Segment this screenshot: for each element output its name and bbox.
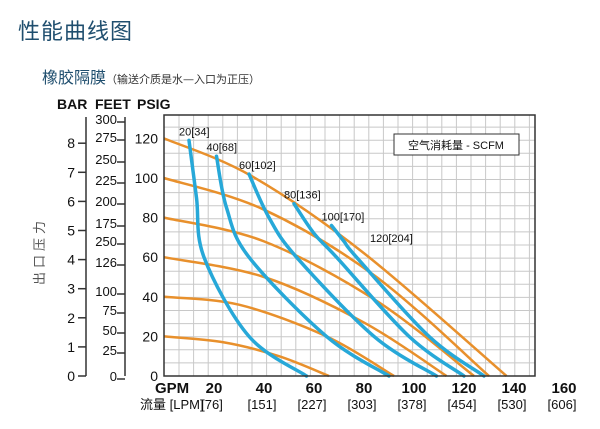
feet-tick-label: 250 [95, 152, 117, 167]
air-consumption-lines: 20[34] 40[68]60[102] 80[136]100[170] 120[20… [179, 126, 486, 378]
air-line-60[102] [247, 172, 439, 378]
bar-tick-label: 1 [67, 339, 75, 355]
legend-box [393, 133, 520, 156]
x-tick-label-gpm: 40 [256, 380, 273, 397]
subtitle-text: 橡胶隔膜 [42, 68, 107, 87]
feet-axis-header: FEET [95, 96, 131, 112]
left-axes: 0204060801001200123456783002752502252001… [67, 112, 158, 384]
psig-tick-label: 60 [142, 249, 158, 265]
feet-tick-label: 100 [95, 284, 117, 299]
x-unit-label: GPM [155, 380, 189, 397]
feet-tick-label: 0 [110, 369, 117, 384]
air-line-100[170] [329, 223, 486, 378]
feet-tick-label: 225 [95, 173, 117, 188]
x-tick-label-lpm: [530] [498, 397, 527, 412]
psig-tick-label: 20 [142, 328, 158, 344]
air-line-20[34] [187, 138, 309, 378]
feet-tick-label: 250 [95, 234, 117, 249]
legend: 空气消耗量 - SCFM [393, 133, 520, 156]
bar-tick-label: 3 [67, 281, 75, 297]
air-line-label: 20[34] [179, 126, 210, 138]
y-axis-label: 出口压力 [33, 217, 48, 285]
pressure-line-120psi [163, 137, 508, 377]
x-tick-label-gpm: 60 [306, 380, 323, 397]
air-line-label: 100[170] [322, 212, 365, 224]
x-tick-label-lpm: [378] [398, 397, 427, 412]
feet-tick-label: 75 [103, 303, 117, 318]
air-line-label: 40[68] [207, 142, 238, 154]
x-tick-label-lpm: [76] [201, 397, 223, 412]
x-axis-label: 流量 [LPM] [140, 397, 204, 412]
x-tick-label-gpm: 160 [551, 380, 576, 397]
x-tick-label-gpm: 120 [451, 380, 476, 397]
pressure-line-80psi [163, 216, 475, 377]
x-tick-label-gpm: 20 [206, 380, 223, 397]
psig-tick-label: 80 [142, 210, 158, 226]
x-tick-label-lpm: [151] [248, 397, 277, 412]
feet-tick-label: 126 [95, 255, 117, 270]
subtitle-note: （输送介质是水—入口为正压） [106, 73, 261, 86]
air-line-40[68] [214, 154, 391, 378]
psig-tick-label: 120 [135, 130, 159, 146]
feet-tick-label: 200 [95, 194, 117, 209]
bar-tick-label: 7 [67, 164, 75, 180]
x-tick-label-lpm: [606] [548, 397, 577, 412]
feet-tick-label: 25 [103, 343, 117, 358]
x-tick-label-lpm: [303] [348, 397, 377, 412]
x-tick-labels: 20[76] 40[151] 60[227] 80[303] 100[378] 120[4… [201, 380, 576, 412]
bar-axis-header: BAR [57, 96, 87, 112]
x-tick-label-gpm: 140 [501, 380, 526, 397]
air-line-label: 60[102] [239, 160, 276, 172]
bar-tick-label: 4 [67, 252, 75, 268]
page-title: 性能曲线图 [18, 20, 134, 45]
x-tick-label-lpm: [454] [448, 397, 477, 412]
psig-tick-label: 0 [150, 368, 158, 384]
air-line-label: 80[136] [284, 190, 321, 202]
bar-tick-label: 2 [67, 310, 75, 326]
psig-tick-label: 100 [135, 170, 159, 186]
pressure-line-20psi [163, 335, 330, 378]
pressure-line-100psi [163, 176, 490, 377]
feet-tick-label: 175 [95, 216, 117, 231]
feet-tick-label: 275 [95, 130, 117, 145]
x-tick-label-lpm: [227] [298, 397, 327, 412]
air-line-label: 120[204] [370, 233, 413, 245]
chart-subtitle: 橡胶隔膜（输送介质是水—入口为正压） [42, 64, 260, 88]
feet-tick-label: 300 [95, 112, 117, 127]
x-tick-label-gpm: 100 [401, 380, 426, 397]
feet-tick-label: 50 [103, 323, 117, 338]
psig-axis-header: PSIG [137, 96, 171, 112]
bar-tick-label: 5 [67, 223, 75, 239]
air-line-80[136] [292, 201, 466, 378]
plot-frame [163, 114, 536, 377]
bar-tick-label: 6 [67, 193, 75, 209]
bar-tick-label: 0 [67, 368, 75, 384]
pressure-line-40psi [163, 295, 395, 378]
psig-tick-label: 40 [142, 289, 158, 305]
bar-tick-label: 8 [67, 135, 75, 151]
legend-text: 空气消耗量 - SCFM [408, 138, 504, 152]
x-tick-label-gpm: 80 [356, 380, 373, 397]
